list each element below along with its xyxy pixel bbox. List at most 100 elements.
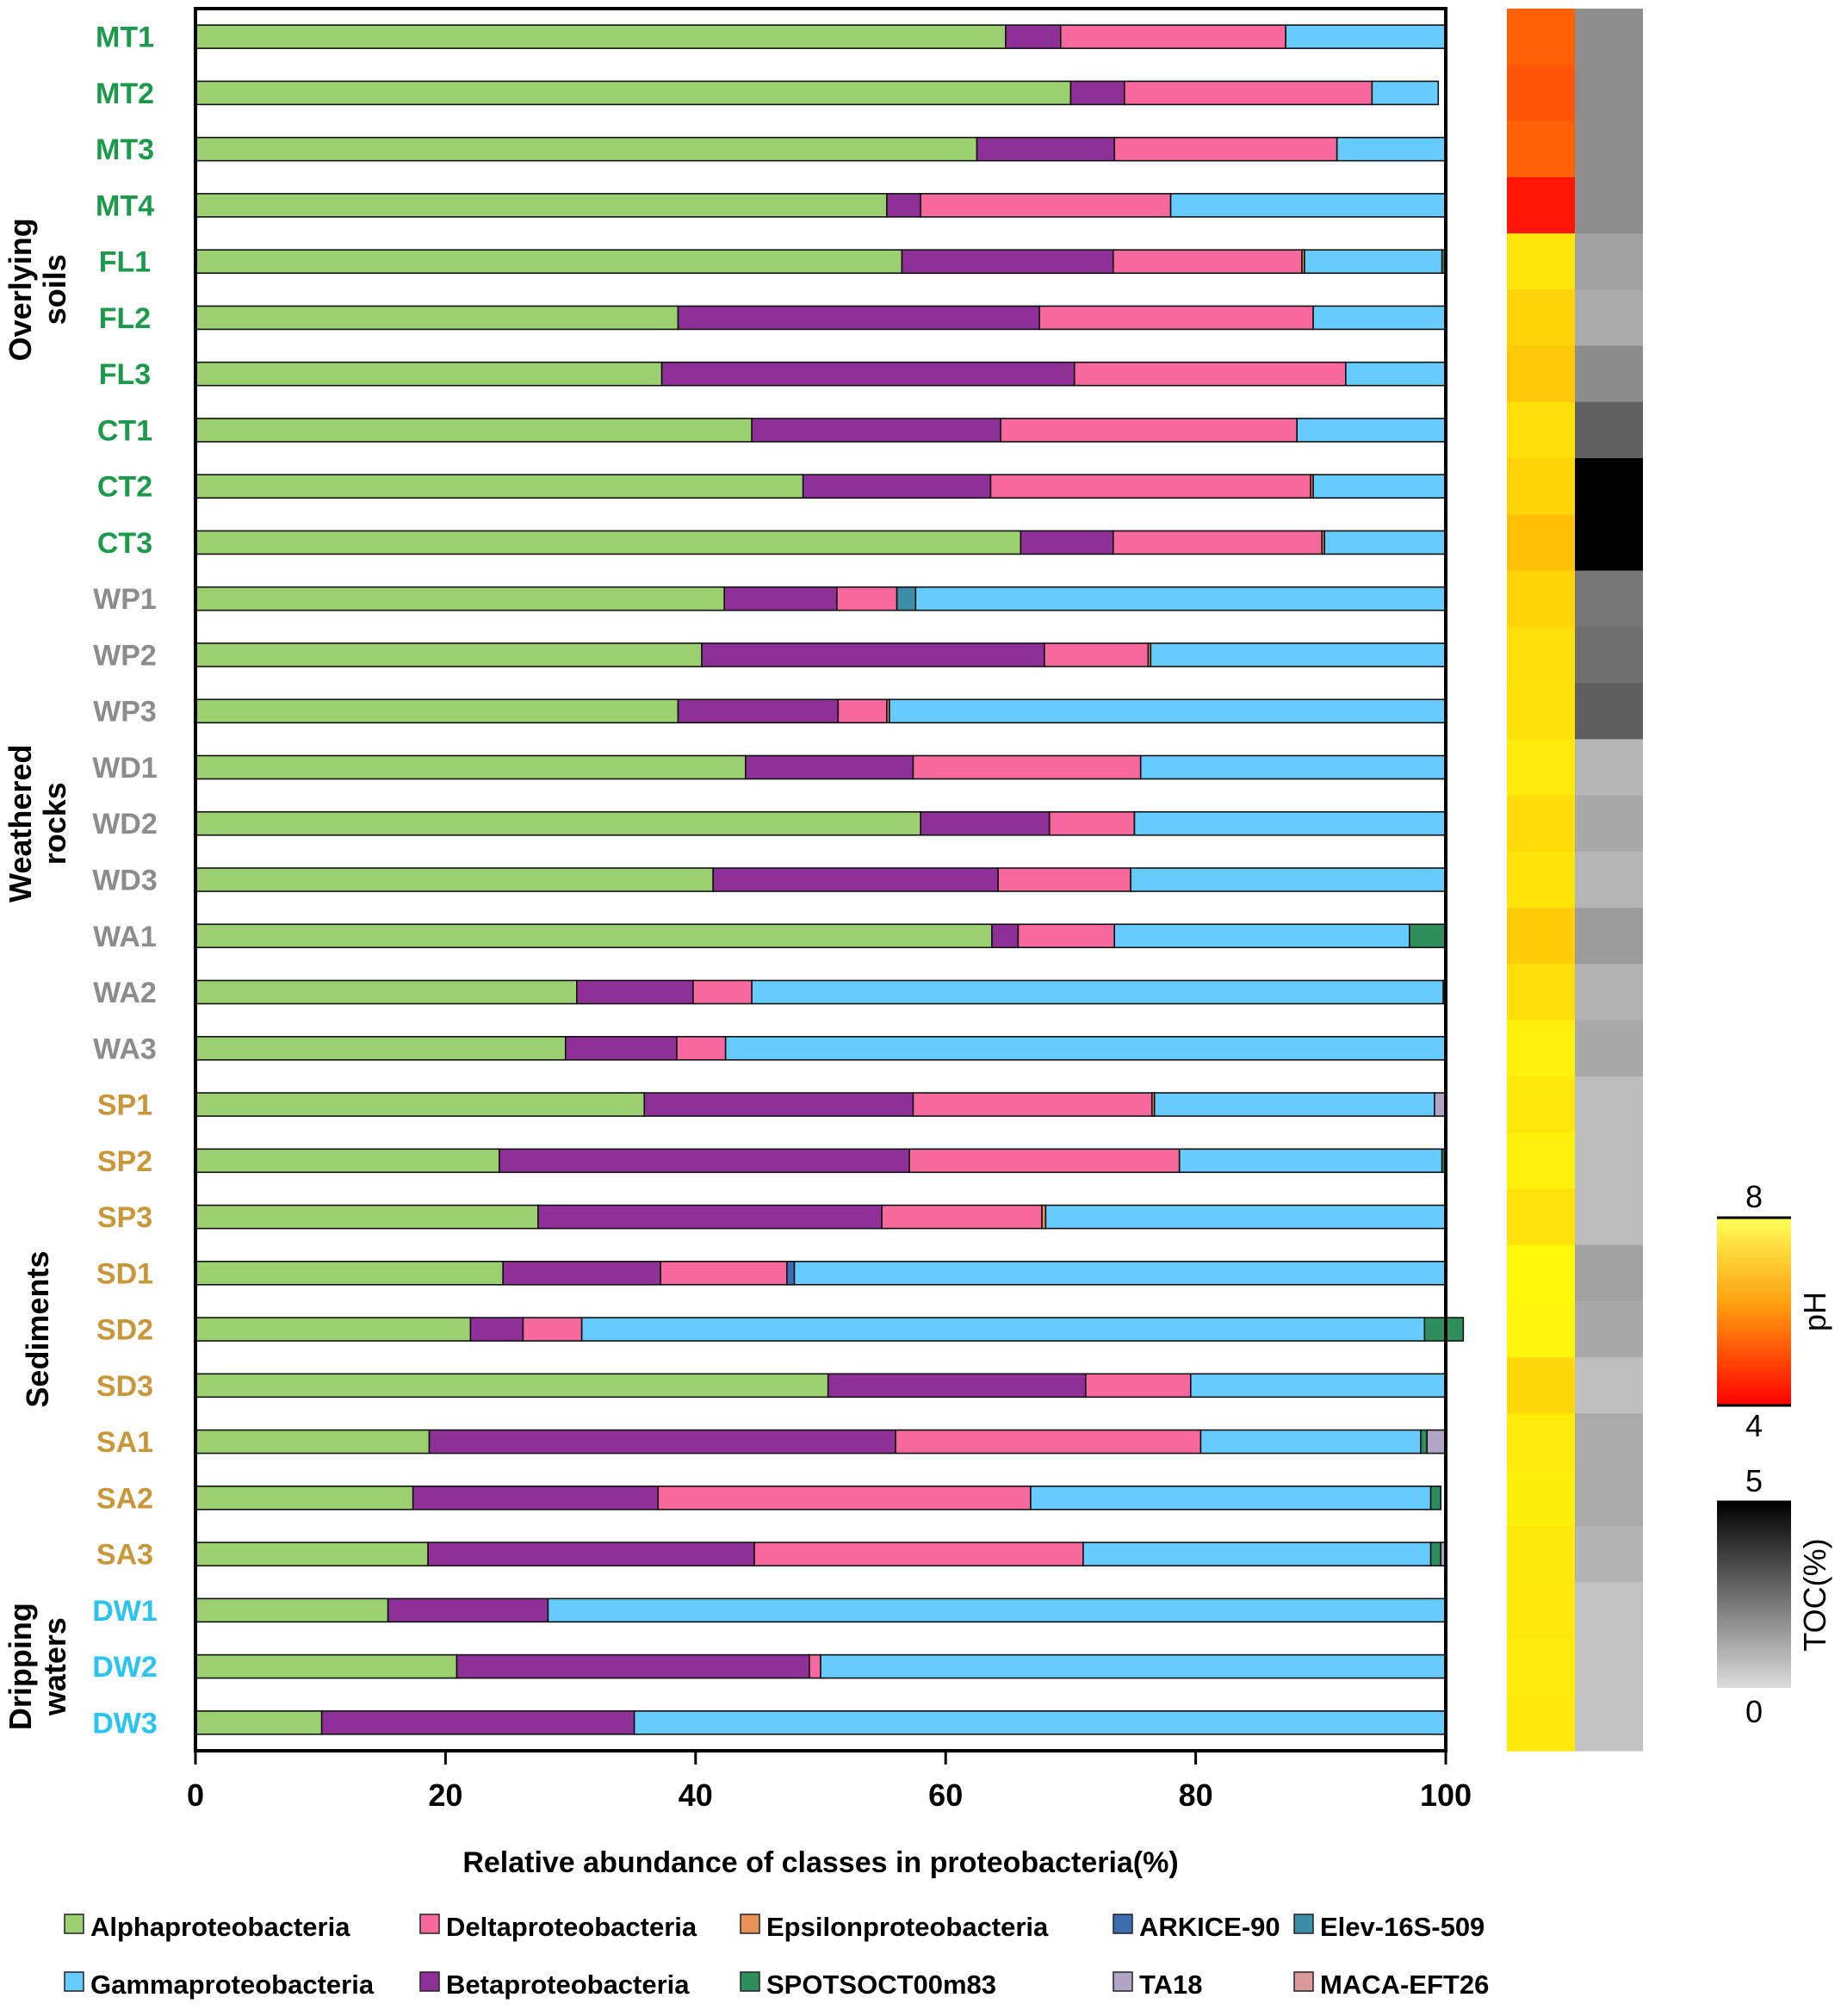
bar-wa1-betaproteobacteria <box>991 923 1020 949</box>
toc-cell-sd2 <box>1575 1300 1643 1358</box>
legend-label-alphaproteobacteria: Alphaproteobacteria <box>90 1912 350 1942</box>
category-label: WP1 <box>93 583 157 616</box>
bar-dw1-alphaproteobacteria <box>195 1597 389 1623</box>
ph-cell-dw2 <box>1507 1638 1575 1696</box>
toc-cell-ct2 <box>1575 458 1643 515</box>
bar-wp3-alphaproteobacteria <box>195 698 679 724</box>
group-label-line: Overlying <box>3 218 38 361</box>
bar-wd2-alphaproteobacteria <box>195 810 921 836</box>
ph-colorbar-title: pH <box>1797 1292 1832 1331</box>
bar-wd3-deltaproteobacteria <box>997 867 1131 892</box>
bar-dw3-gammaproteobacteria <box>633 1710 1447 1735</box>
bar-wp3-betaproteobacteria <box>677 698 840 724</box>
bar-dw1-gammaproteobacteria <box>547 1597 1447 1623</box>
x-tick-label: 0 <box>187 1777 204 1813</box>
bar-mt2-deltaproteobacteria <box>1124 80 1373 106</box>
bar-wp1-gammaproteobacteria <box>914 586 1447 611</box>
category-label: MT4 <box>96 189 154 222</box>
bar-mt4-alphaproteobacteria <box>195 193 888 218</box>
bar-sd3-alphaproteobacteria <box>195 1373 829 1399</box>
x-tick-label: 40 <box>679 1777 713 1813</box>
group-label-line: Sediments <box>20 1251 55 1408</box>
ph-cell-wa1 <box>1507 908 1575 965</box>
category-label: SD3 <box>96 1370 153 1403</box>
bar-wp3-deltaproteobacteria <box>837 698 888 724</box>
x-tick-label: 20 <box>428 1777 462 1813</box>
bar-wp2-betaproteobacteria <box>701 642 1045 667</box>
colorbar-layer: 8 4 pH 5 0 TOC(%) <box>1717 1179 1832 1729</box>
bar-sd2-betaproteobacteria <box>469 1317 524 1342</box>
legend-label-gammaproteobacteria: Gammaproteobacteria <box>90 1969 375 2000</box>
category-label: CT2 <box>97 471 152 504</box>
bar-mt1-gammaproteobacteria <box>1285 24 1447 49</box>
category-label: SA1 <box>96 1426 153 1459</box>
toc-cell-wd1 <box>1575 739 1643 797</box>
category-label: MT2 <box>96 78 154 110</box>
ph-cell-dw1 <box>1507 1582 1575 1640</box>
bar-sd3-gammaproteobacteria <box>1189 1373 1447 1399</box>
toc-cell-sd1 <box>1575 1244 1643 1302</box>
ph-cell-sd2 <box>1507 1300 1575 1358</box>
toc-cell-mt3 <box>1575 121 1643 178</box>
bar-mt4-deltaproteobacteria <box>920 193 1172 218</box>
legend-label-elev-16s-509: Elev-16S-509 <box>1320 1912 1485 1942</box>
bar-ct3-gammaproteobacteria <box>1323 530 1447 555</box>
bar-sd1-betaproteobacteria <box>502 1261 661 1286</box>
bar-ct1-alphaproteobacteria <box>195 418 753 443</box>
legend-swatch-gammaproteobacteria <box>64 1971 84 1992</box>
bar-dw3-betaproteobacteria <box>320 1710 635 1735</box>
bar-wd1-betaproteobacteria <box>745 754 914 780</box>
ph-cell-sp1 <box>1507 1076 1575 1133</box>
bar-ct3-deltaproteobacteria <box>1112 530 1323 555</box>
bar-sa3-alphaproteobacteria <box>195 1541 429 1566</box>
bar-wa3-gammaproteobacteria <box>724 1035 1447 1061</box>
toc-cell-wd3 <box>1575 851 1643 909</box>
ph-cell-ct2 <box>1507 458 1575 515</box>
ph-cell-mt2 <box>1507 65 1575 122</box>
ph-cell-sp3 <box>1507 1188 1575 1246</box>
bar-mt4-betaproteobacteria <box>886 193 921 218</box>
bar-sd1-gammaproteobacteria <box>793 1261 1447 1286</box>
bar-fl3-deltaproteobacteria <box>1073 361 1347 387</box>
bar-wd1-deltaproteobacteria <box>912 754 1142 780</box>
group-label-line: soils <box>37 254 72 325</box>
ph-cell-sa2 <box>1507 1469 1575 1527</box>
bar-sa3-spotsoct00m83 <box>1429 1541 1441 1566</box>
bar-fl3-betaproteobacteria <box>660 361 1075 387</box>
toc-colorbar-title: TOC(%) <box>1797 1538 1832 1651</box>
toc-colorbar <box>1717 1502 1791 1688</box>
bar-sp2-deltaproteobacteria <box>908 1148 1181 1174</box>
ph-cell-wp2 <box>1507 626 1575 684</box>
toc-cell-sa2 <box>1575 1469 1643 1527</box>
legend-swatch-betaproteobacteria <box>419 1971 440 1992</box>
bar-wp1-betaproteobacteria <box>723 586 838 611</box>
legend-swatch-epsilonproteobacteria <box>740 1914 760 1934</box>
bar-sp2-alphaproteobacteria <box>195 1148 500 1174</box>
bar-mt2-betaproteobacteria <box>1069 80 1125 106</box>
toc-cell-dw3 <box>1575 1694 1643 1752</box>
bar-mt2-alphaproteobacteria <box>195 80 1072 106</box>
bar-wd2-deltaproteobacteria <box>1048 810 1136 836</box>
toc-cell-wa2 <box>1575 964 1643 1021</box>
legend-label-ta18: TA18 <box>1139 1969 1203 2000</box>
ph-cell-wd3 <box>1507 851 1575 909</box>
bar-wd3-alphaproteobacteria <box>195 867 714 892</box>
bar-wa3-betaproteobacteria <box>564 1035 678 1061</box>
toc-cell-sp2 <box>1575 1132 1643 1190</box>
bar-ct1-betaproteobacteria <box>751 418 1001 443</box>
bar-sa2-deltaproteobacteria <box>657 1486 1032 1510</box>
bar-wd1-alphaproteobacteria <box>195 754 747 780</box>
bar-wa1-spotsoct00m83 <box>1409 923 1447 949</box>
bar-fl1-deltaproteobacteria <box>1112 249 1303 274</box>
bar-sa2-betaproteobacteria <box>412 1486 660 1510</box>
toc-cell-mt2 <box>1575 65 1643 122</box>
ph-min-label: 4 <box>1745 1408 1763 1443</box>
ph-cell-sd1 <box>1507 1244 1575 1302</box>
bar-sa3-betaproteobacteria <box>427 1541 755 1566</box>
category-label: WD2 <box>92 808 158 841</box>
bar-wp1-deltaproteobacteria <box>836 586 898 611</box>
bar-sd2-alphaproteobacteria <box>195 1317 472 1342</box>
toc-cell-wp3 <box>1575 683 1643 740</box>
bar-mt3-betaproteobacteria <box>976 136 1116 162</box>
bar-mt2-gammaproteobacteria <box>1371 80 1440 106</box>
